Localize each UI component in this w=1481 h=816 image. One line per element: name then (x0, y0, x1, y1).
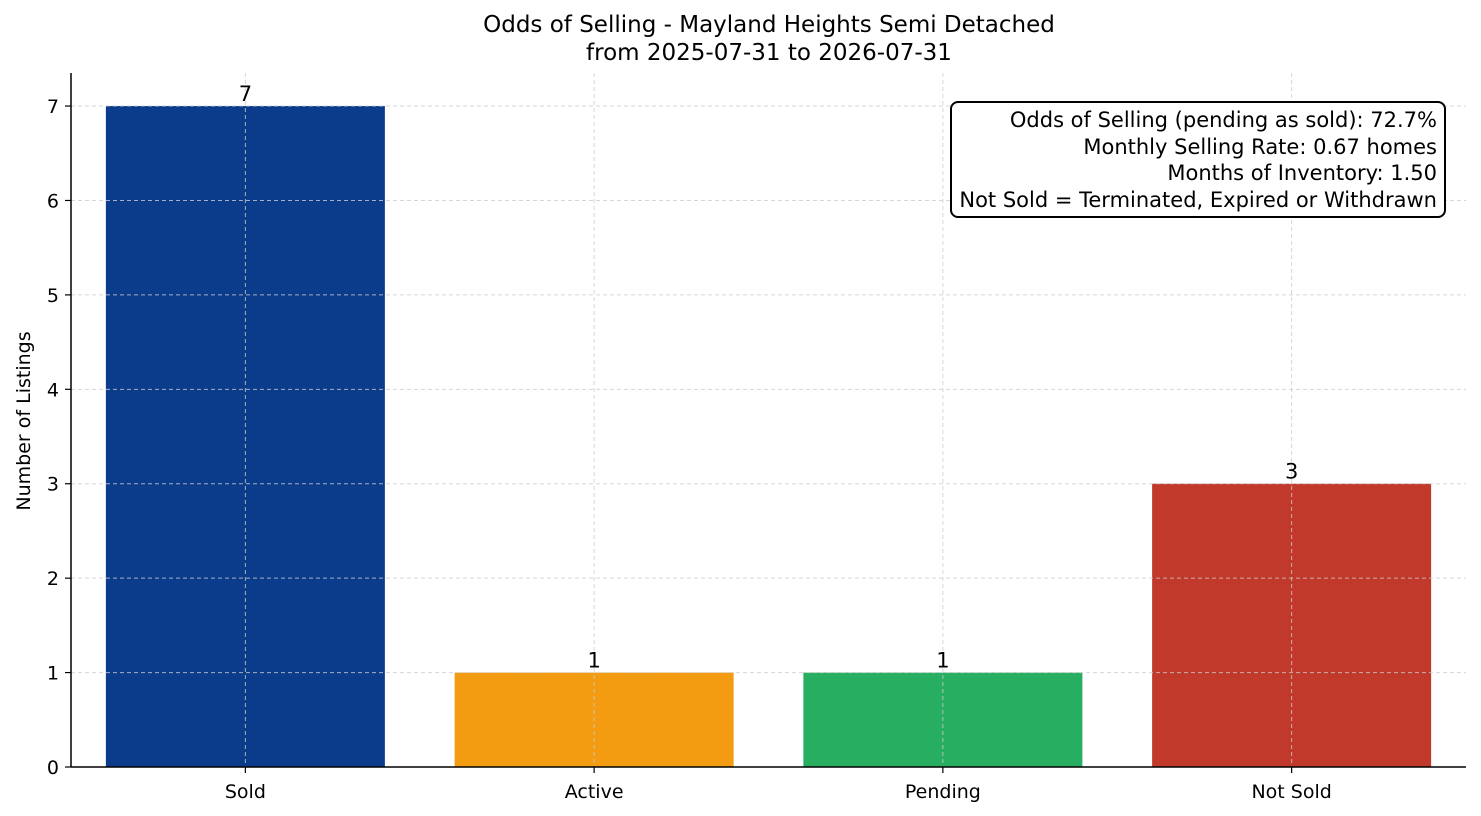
data-label: 1 (587, 649, 600, 673)
y-tick-label: 3 (47, 474, 59, 496)
stats-annotation-box: Odds of Selling (pending as sold): 72.7%… (950, 101, 1446, 218)
y-tick-label: 1 (47, 663, 59, 685)
chart-title: Odds of Selling - Mayland Heights Semi D… (483, 12, 1055, 38)
y-tick-label: 2 (47, 568, 59, 590)
x-tick-label: Sold (225, 781, 266, 803)
chart-subtitle: from 2025-07-31 to 2026-07-31 (586, 40, 952, 66)
x-tick-label: Active (565, 781, 624, 803)
y-tick-label: 0 (47, 757, 59, 779)
y-tick-label: 6 (47, 190, 59, 212)
x-tick-label: Pending (905, 781, 981, 803)
months-of-inventory-text: Months of Inventory: 1.50 (1167, 161, 1437, 185)
x-tick-label: Not Sold (1251, 781, 1331, 803)
not-sold-definition-text: Not Sold = Terminated, Expired or Withdr… (959, 187, 1437, 212)
y-tick-label: 4 (47, 379, 59, 401)
y-tick-label: 7 (47, 96, 59, 118)
monthly-selling-rate-text: Monthly Selling Rate: 0.67 homes (1083, 134, 1437, 159)
odds-of-selling-text: Odds of Selling (pending as sold): 72.7% (1009, 108, 1437, 132)
y-tick-label: 5 (47, 285, 59, 307)
data-label: 7 (239, 82, 252, 106)
data-label: 1 (936, 649, 949, 673)
bar-sold (105, 106, 385, 768)
data-label: 3 (1285, 460, 1298, 484)
